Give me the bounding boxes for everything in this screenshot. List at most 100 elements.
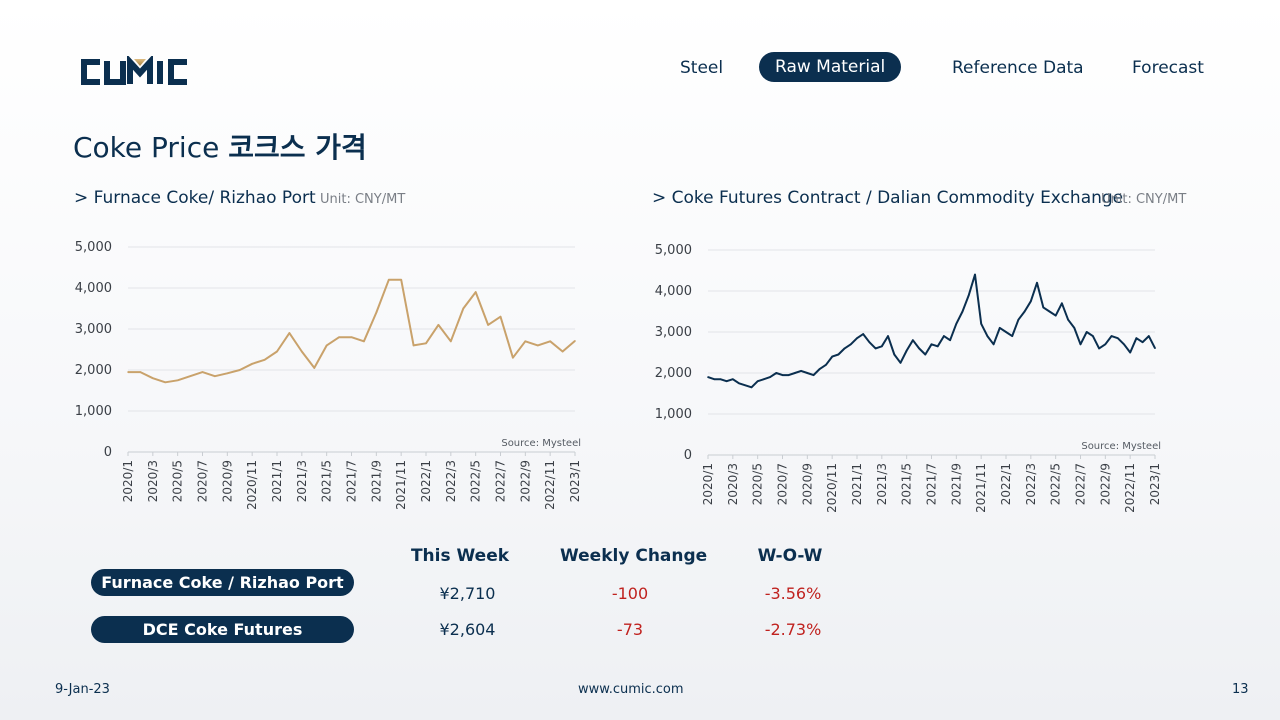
data-point bbox=[375, 311, 378, 314]
data-point bbox=[713, 378, 716, 380]
x-tick-label: 2021/1 bbox=[270, 460, 284, 502]
data-point bbox=[738, 382, 740, 385]
header-wow: W-O-W bbox=[757, 546, 823, 566]
data-point bbox=[1079, 343, 1082, 346]
data-point bbox=[936, 345, 939, 348]
data-point bbox=[437, 324, 440, 326]
x-tick-label: 2022/1 bbox=[419, 460, 433, 502]
data-point bbox=[812, 374, 815, 376]
data-point bbox=[549, 340, 551, 343]
data-point bbox=[1116, 337, 1119, 339]
data-point bbox=[874, 347, 877, 350]
y-tick-label: 0 bbox=[684, 448, 692, 463]
data-point bbox=[756, 380, 759, 382]
data-point bbox=[387, 279, 390, 281]
data-point bbox=[363, 340, 365, 343]
series-line bbox=[707, 273, 1156, 389]
data-point bbox=[288, 332, 291, 334]
data-point bbox=[918, 347, 920, 350]
data-point bbox=[893, 353, 896, 356]
y-tick-label: 1,000 bbox=[75, 404, 112, 419]
footer-url[interactable]: www.cumic.com bbox=[578, 682, 684, 697]
data-point bbox=[806, 372, 809, 374]
data-point bbox=[338, 336, 340, 338]
page-title-ko: 코크스 가격 bbox=[228, 131, 367, 164]
row-label-dce-futures: DCE Coke Futures bbox=[91, 616, 354, 643]
y-tick-label: 0 bbox=[104, 445, 112, 460]
data-point bbox=[843, 347, 846, 350]
right-chart-unit: Unit: CNY/MT bbox=[1101, 192, 1187, 207]
x-tick-label: 2022/5 bbox=[1049, 463, 1063, 505]
data-point bbox=[400, 279, 402, 281]
x-tick-label: 2022/7 bbox=[494, 460, 508, 502]
dce-futures-price: ¥2,604 bbox=[439, 620, 496, 639]
chart-source: Source: Mysteel bbox=[501, 438, 581, 449]
x-tick-label: 2022/5 bbox=[469, 460, 483, 502]
data-point bbox=[912, 339, 914, 341]
data-point bbox=[1085, 331, 1088, 333]
x-tick-label: 2021/7 bbox=[345, 460, 359, 502]
y-tick-label: 3,000 bbox=[655, 325, 692, 340]
data-point bbox=[139, 371, 142, 373]
x-tick-label: 2021/3 bbox=[875, 463, 889, 505]
data-point bbox=[899, 361, 902, 364]
x-tick-label: 2022/3 bbox=[444, 460, 458, 502]
data-point bbox=[1129, 351, 1131, 354]
data-point bbox=[1048, 310, 1051, 313]
y-tick-label: 5,000 bbox=[655, 243, 692, 258]
data-point bbox=[574, 340, 576, 342]
footer-date: 9-Jan-23 bbox=[55, 682, 110, 697]
data-point bbox=[905, 349, 908, 352]
data-point bbox=[512, 356, 514, 359]
data-point bbox=[1011, 335, 1014, 337]
data-point bbox=[189, 375, 191, 377]
x-tick-label: 2023/1 bbox=[568, 460, 582, 502]
nav-tab-raw-material[interactable]: Raw Material bbox=[759, 52, 902, 82]
data-point bbox=[781, 374, 784, 376]
nav-tab-steel[interactable]: Steel bbox=[680, 58, 724, 78]
data-point bbox=[1061, 302, 1063, 305]
data-point bbox=[127, 371, 129, 373]
data-point bbox=[818, 368, 821, 370]
x-tick-label: 2020/7 bbox=[776, 463, 790, 505]
x-tick-label: 2020/9 bbox=[220, 460, 234, 502]
x-tick-label: 2021/1 bbox=[850, 463, 864, 505]
data-point bbox=[825, 364, 827, 366]
x-tick-label: 2022/9 bbox=[1098, 463, 1112, 505]
data-point bbox=[986, 335, 989, 337]
x-tick-label: 2020/1 bbox=[121, 460, 135, 502]
data-point bbox=[1147, 335, 1150, 337]
data-point bbox=[201, 371, 204, 373]
x-tick-label: 2020/5 bbox=[171, 460, 185, 502]
data-point bbox=[1005, 331, 1007, 333]
data-point bbox=[524, 340, 527, 343]
nav-tab-reference-data[interactable]: Reference Data bbox=[952, 58, 1084, 78]
page-title: Coke Price 코크스 가격 bbox=[73, 126, 367, 166]
top-nav: Steel Raw Material Reference Data Foreca… bbox=[0, 52, 1280, 84]
data-point bbox=[849, 343, 852, 346]
x-tick-label: 2020/9 bbox=[800, 463, 814, 505]
x-tick-label: 2020/11 bbox=[245, 460, 259, 510]
nav-tab-forecast[interactable]: Forecast bbox=[1132, 58, 1204, 78]
x-tick-label: 2020/3 bbox=[146, 460, 160, 502]
data-point bbox=[980, 323, 982, 325]
x-tick-label: 2022/11 bbox=[1123, 463, 1137, 513]
data-point bbox=[487, 324, 489, 326]
y-tick-label: 3,000 bbox=[75, 322, 112, 337]
data-point bbox=[214, 375, 216, 377]
data-point bbox=[750, 386, 753, 389]
x-tick-label: 2021/5 bbox=[320, 460, 334, 502]
x-tick-label: 2020/7 bbox=[196, 460, 210, 502]
left-chart-subtitle: > Furnace Coke/ Rizhao Port bbox=[74, 188, 316, 208]
cumic-logo bbox=[81, 56, 187, 85]
x-tick-label: 2021/3 bbox=[295, 460, 309, 502]
header-weekly-change: Weekly Change bbox=[560, 546, 708, 566]
data-point bbox=[924, 353, 927, 356]
data-point bbox=[251, 363, 253, 365]
data-point bbox=[499, 315, 502, 318]
furnace-coke-price-chart: 0 1,000 2,000 3,000 4,000 5,000 2020/1 2020/3 20… bbox=[75, 240, 582, 510]
data-point bbox=[732, 378, 734, 380]
data-point bbox=[887, 335, 889, 337]
row-label-furnace-coke: Furnace Coke / Rizhao Port bbox=[91, 569, 354, 596]
furnace-coke-change: -100 bbox=[611, 584, 649, 603]
